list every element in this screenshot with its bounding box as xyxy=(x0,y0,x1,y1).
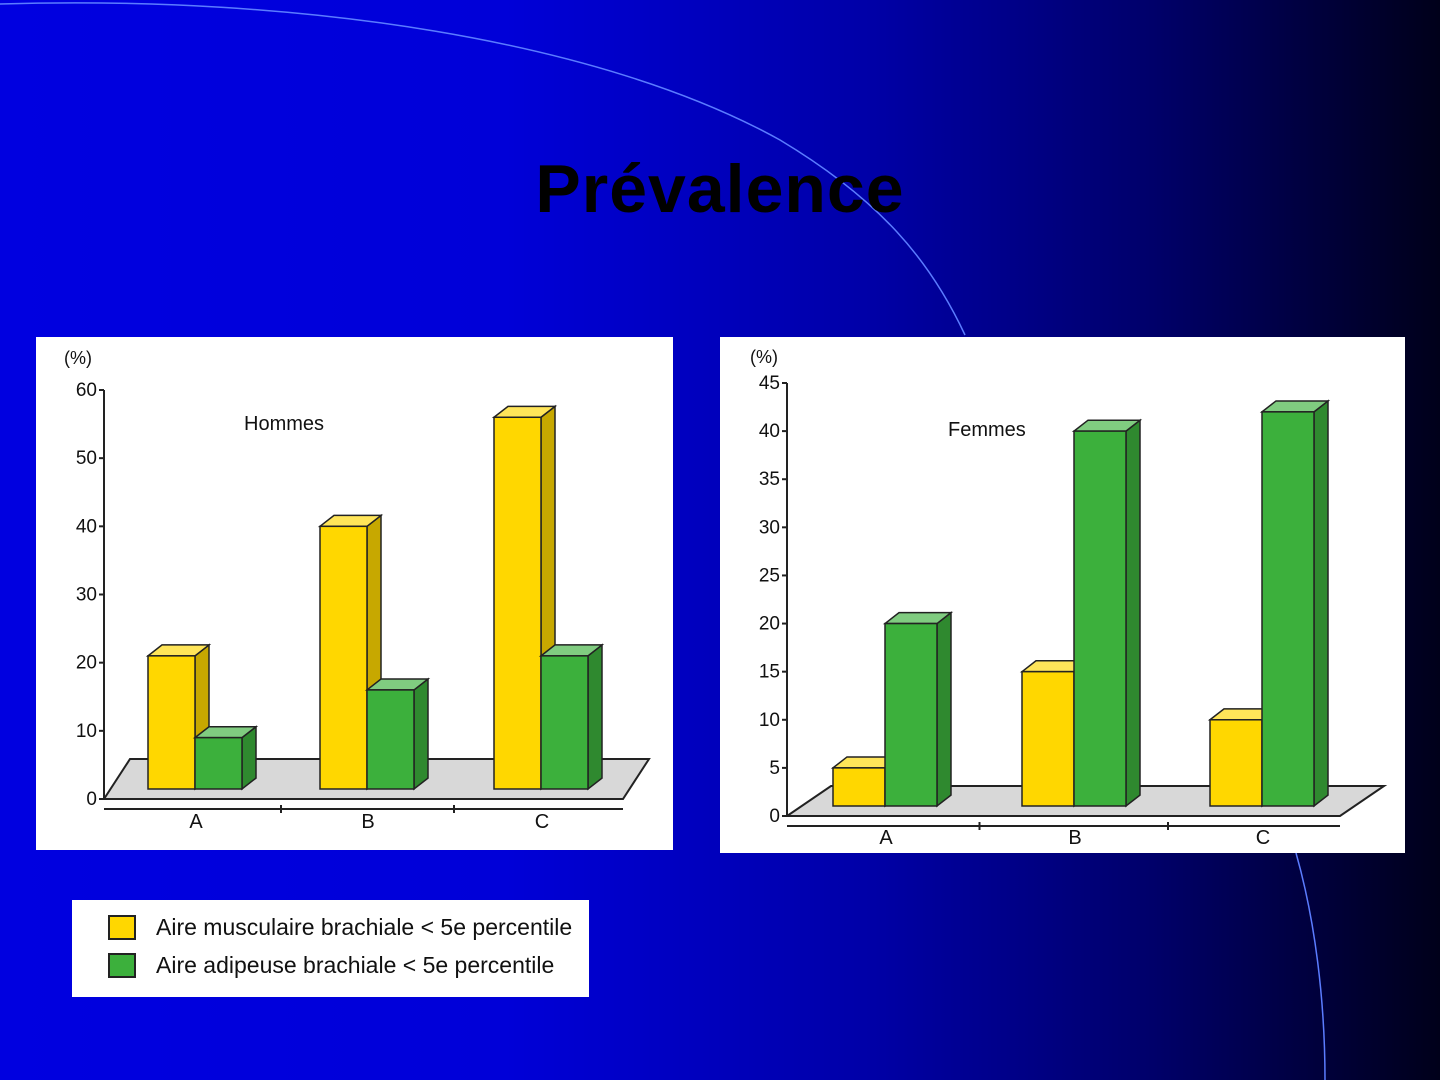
chart-title: Hommes xyxy=(244,413,324,435)
chart-title: Femmes xyxy=(948,419,1026,441)
bar xyxy=(884,622,938,807)
y-tick-label: 45 xyxy=(759,373,780,394)
y-tick-label: 5 xyxy=(769,758,780,779)
legend-swatch-green xyxy=(108,952,136,978)
x-tick-label: B xyxy=(1068,827,1081,849)
legend-label-muscle: Aire musculaire brachiale < 5e percentil… xyxy=(156,913,573,940)
bar-side xyxy=(1125,418,1141,808)
bar-side xyxy=(587,643,603,791)
bar xyxy=(540,655,589,790)
y-tick-label: 25 xyxy=(759,565,780,586)
bar-side xyxy=(413,677,429,791)
y-tick-label: 20 xyxy=(759,614,780,635)
bar xyxy=(1209,719,1263,807)
x-tick-label: A xyxy=(879,827,893,849)
y-tick-label: 20 xyxy=(76,653,97,674)
bar xyxy=(1261,411,1315,807)
bar xyxy=(1073,430,1127,807)
bar xyxy=(319,525,368,790)
bar-side xyxy=(1313,399,1329,808)
legend-label-fat: Aire adipeuse brachiale < 5e percentile xyxy=(156,951,555,978)
chart-hommes-svg: 0 10 20 30 40 50 60 (%) Hommes A B C xyxy=(64,348,651,833)
bar xyxy=(147,655,196,790)
chart-hommes: 0 10 20 30 40 50 60 (%) Hommes A B C xyxy=(36,337,673,850)
legend-swatch-yellow xyxy=(108,914,136,940)
bar-side xyxy=(936,611,952,808)
y-axis-label: (%) xyxy=(64,348,92,368)
bar xyxy=(832,767,886,807)
chart-femmes: 0 5 10 15 20 25 30 35 40 45 (%) Femmes A B C xyxy=(720,337,1405,853)
y-tick-label: 50 xyxy=(76,448,97,469)
x-tick-label: B xyxy=(361,811,374,833)
y-tick-label: 40 xyxy=(759,421,780,442)
y-axis-label: (%) xyxy=(750,347,778,367)
legend-item-muscle: Aire musculaire brachiale < 5e percentil… xyxy=(108,912,572,942)
slide-title: Prévalence xyxy=(535,151,905,227)
y-tick-label: 30 xyxy=(759,517,780,538)
y-tick-label: 15 xyxy=(759,662,780,683)
x-tick-label: C xyxy=(1256,827,1270,849)
legend: Aire musculaire brachiale < 5e percentil… xyxy=(72,900,589,997)
legend-item-fat: Aire adipeuse brachiale < 5e percentile xyxy=(108,950,554,980)
bar xyxy=(493,416,542,790)
bar xyxy=(1021,670,1075,807)
y-tick-label: 60 xyxy=(76,380,97,401)
x-tick-label: C xyxy=(535,811,549,833)
y-tick-label: 35 xyxy=(759,469,780,490)
bar xyxy=(366,689,415,790)
x-tick-label: A xyxy=(189,811,203,833)
y-tick-label: 0 xyxy=(769,806,780,827)
chart-femmes-svg: 0 5 10 15 20 25 30 35 40 45 (%) Femmes A B C xyxy=(750,347,1388,849)
bar xyxy=(194,736,243,790)
y-tick-label: 10 xyxy=(76,721,97,742)
y-tick-label: 30 xyxy=(76,585,97,606)
y-tick-label: 40 xyxy=(76,516,97,537)
y-tick-label: 0 xyxy=(86,789,97,810)
y-tick-label: 10 xyxy=(759,710,780,731)
